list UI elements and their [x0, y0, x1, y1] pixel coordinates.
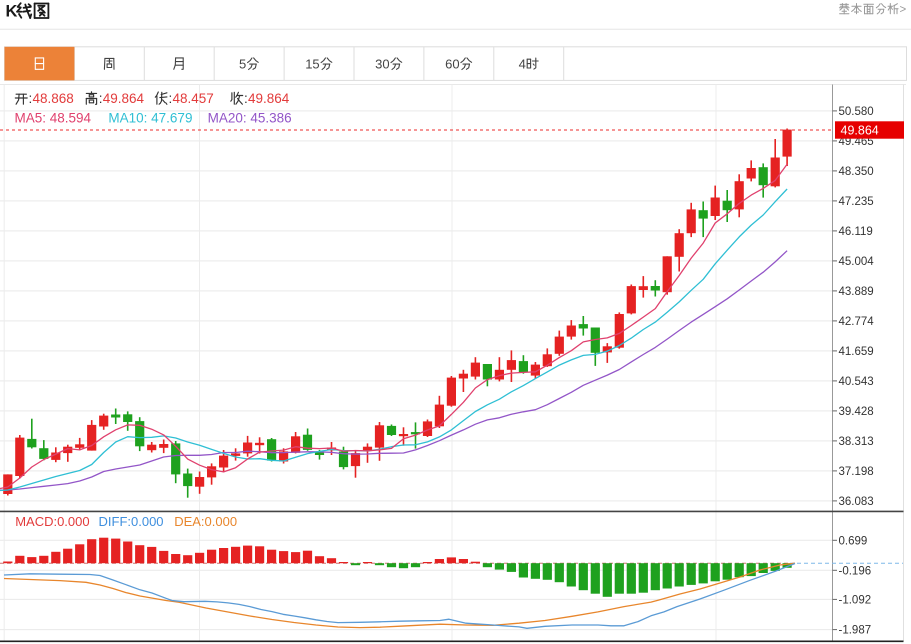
- svg-text::: :: [244, 91, 248, 106]
- svg-text:5: 5: [239, 56, 246, 71]
- svg-text:0.699: 0.699: [839, 535, 868, 547]
- svg-text:38.313: 38.313: [839, 436, 874, 448]
- svg-text:-1.987: -1.987: [839, 625, 872, 637]
- svg-text:48.457: 48.457: [173, 91, 214, 106]
- svg-text:49.864: 49.864: [841, 124, 879, 138]
- svg-text:30: 30: [375, 56, 389, 71]
- svg-text:MACD:0.000: MACD:0.000: [15, 514, 89, 529]
- svg-text:DIFF:0.000: DIFF:0.000: [99, 514, 164, 529]
- svg-text:60: 60: [445, 56, 459, 71]
- svg-text:50.580: 50.580: [839, 106, 874, 118]
- svg-text:41.659: 41.659: [839, 346, 874, 358]
- svg-text:36.083: 36.083: [839, 496, 874, 508]
- svg-text:4: 4: [519, 56, 526, 71]
- svg-text:39.428: 39.428: [839, 406, 874, 418]
- svg-text:15: 15: [305, 56, 319, 71]
- svg-text:MA10: 47.679: MA10: 47.679: [108, 111, 192, 126]
- svg-text:40.543: 40.543: [839, 376, 874, 388]
- svg-text:48.350: 48.350: [839, 166, 874, 178]
- svg-text:49.864: 49.864: [248, 91, 290, 106]
- svg-text:43.889: 43.889: [839, 286, 874, 298]
- svg-text:46.119: 46.119: [839, 226, 873, 238]
- svg-text:DEA:0.000: DEA:0.000: [174, 514, 237, 529]
- svg-text:42.774: 42.774: [839, 316, 875, 328]
- svg-text:47.235: 47.235: [839, 196, 874, 208]
- svg-text:MA20: 45.386: MA20: 45.386: [208, 111, 292, 126]
- svg-text:49.864: 49.864: [103, 91, 145, 106]
- svg-text::: :: [169, 91, 173, 106]
- svg-text:>: >: [900, 4, 907, 16]
- svg-text:MA5: 48.594: MA5: 48.594: [15, 111, 92, 126]
- svg-text::: :: [99, 91, 103, 106]
- svg-text:K: K: [6, 3, 18, 21]
- svg-text:-1.092: -1.092: [839, 594, 872, 606]
- svg-text:49.465: 49.465: [839, 136, 874, 148]
- svg-text:45.004: 45.004: [839, 256, 875, 268]
- svg-text:48.868: 48.868: [33, 91, 74, 106]
- svg-text::: :: [29, 91, 33, 106]
- svg-text:37.198: 37.198: [839, 466, 874, 478]
- svg-text:-0.196: -0.196: [839, 565, 872, 577]
